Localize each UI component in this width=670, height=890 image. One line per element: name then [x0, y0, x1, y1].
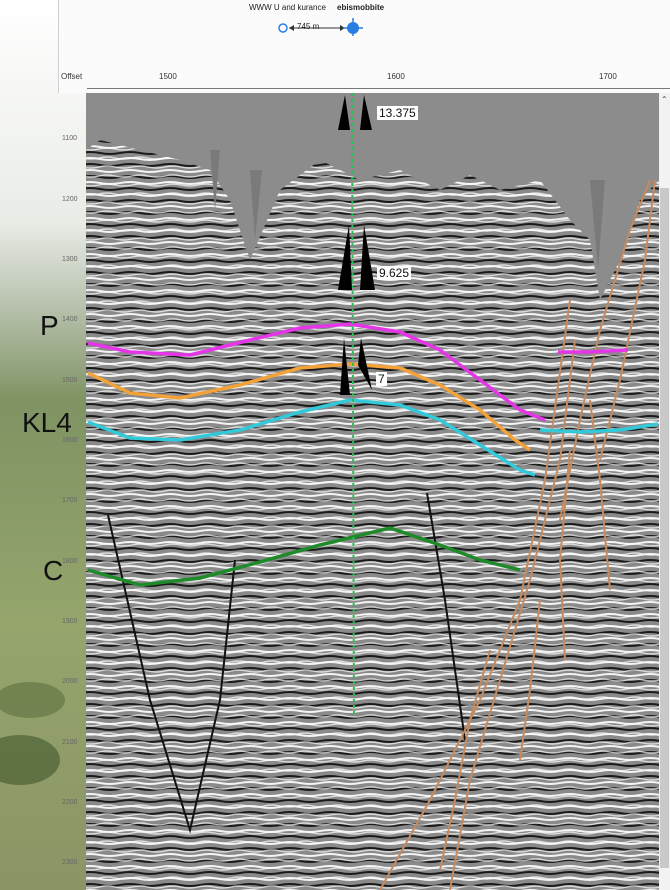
axis-ruler	[87, 88, 670, 94]
horizon-p-right	[558, 348, 629, 354]
depth-tick: 1400	[62, 316, 78, 323]
horizon-c	[87, 526, 521, 587]
casing-markers	[338, 95, 375, 395]
scale-distance-label: 745 m	[297, 22, 320, 31]
section-header: WWW U and kurance ebismobbite 745 m Offs…	[58, 0, 670, 93]
depth-tick: 2000	[62, 678, 78, 685]
well-left-label: WWW U and kurance	[249, 3, 326, 12]
horizon-kl4	[87, 398, 536, 477]
depth-tick: 1900	[62, 618, 78, 625]
seismic-section[interactable]	[86, 93, 659, 890]
depth-tick: 1800	[62, 558, 78, 565]
axis-tick-label: 1600	[387, 72, 405, 81]
horizon-label-p: P	[40, 310, 59, 341]
depth-tick: 2300	[62, 859, 78, 866]
fault-line-left	[107, 514, 236, 834]
depth-tick: 2200	[62, 799, 78, 806]
depth-tick: 1200	[62, 196, 78, 203]
depth-tick: 1300	[62, 256, 78, 263]
scroll-up-arrow-icon[interactable]: ⌃	[661, 95, 668, 104]
horizon-p	[87, 322, 546, 422]
casing-label-13375: 13.375	[377, 106, 418, 120]
casing-label-7: 7	[376, 372, 387, 386]
well-path	[351, 92, 355, 716]
offset-axis-label: Offset	[61, 72, 83, 81]
horizon-label-c: C	[43, 555, 64, 586]
depth-tick: 1700	[62, 497, 78, 504]
depth-tick: 1500	[62, 377, 78, 384]
depth-tick: 1100	[62, 135, 78, 142]
depth-tick: 1600	[62, 437, 78, 444]
fault-line-center	[426, 492, 466, 741]
vertical-scrollbar[interactable]: ⌃	[659, 93, 670, 890]
casing-label-9625: 9.625	[377, 266, 412, 280]
brown-fault-sticks	[379, 179, 656, 890]
horizon-orange	[87, 362, 531, 452]
horizon-label-kl4: KL4	[22, 407, 72, 438]
depth-tick: 2100	[62, 739, 78, 746]
well-right-label: ebismobbite	[337, 3, 385, 12]
axis-tick-label: 1500	[159, 72, 177, 81]
horizon-kl4-right	[539, 422, 659, 434]
scrollbar-thumb[interactable]	[660, 188, 669, 868]
axis-tick-label: 1700	[599, 72, 617, 81]
well-scale-icon	[278, 18, 363, 36]
